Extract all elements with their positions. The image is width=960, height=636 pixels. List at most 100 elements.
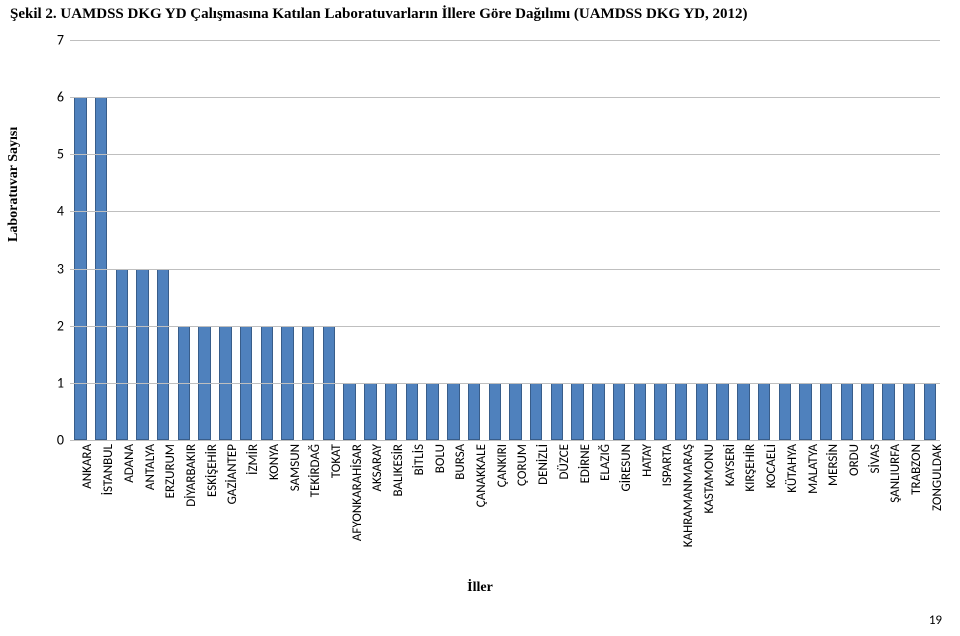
x-label-slot: AKSARAY xyxy=(360,440,381,580)
x-label-slot: KONYA xyxy=(256,440,277,580)
bar-slot xyxy=(774,40,795,440)
bar xyxy=(882,383,894,440)
bar xyxy=(385,383,397,440)
bar-slot xyxy=(733,40,754,440)
bar xyxy=(592,383,604,440)
x-label-slot: ISPARTA xyxy=(650,440,671,580)
plot-area: 01234567 xyxy=(70,40,940,440)
bar xyxy=(468,383,480,440)
bar-slot xyxy=(505,40,526,440)
x-label-slot: SİVAS xyxy=(857,440,878,580)
bar-slot xyxy=(609,40,630,440)
bar-slot xyxy=(91,40,112,440)
bar-slot xyxy=(132,40,153,440)
page-number: 19 xyxy=(929,613,942,628)
bar xyxy=(509,383,521,440)
bar-slot xyxy=(671,40,692,440)
bar-slot xyxy=(547,40,568,440)
bar-slot xyxy=(899,40,920,440)
bar xyxy=(343,383,355,440)
bar xyxy=(489,383,501,440)
x-label-slot: KOCAELİ xyxy=(754,440,775,580)
x-label-slot: DENİZLİ xyxy=(526,440,547,580)
bar xyxy=(861,383,873,440)
bar xyxy=(406,383,418,440)
gridline xyxy=(70,211,940,212)
bar xyxy=(571,383,583,440)
bars-container xyxy=(70,40,940,440)
x-label-slot: ESKİŞEHİR xyxy=(194,440,215,580)
x-label-slot: KASTAMONU xyxy=(692,440,713,580)
x-label-slot: ERZURUM xyxy=(153,440,174,580)
x-label-slot: TOKAT xyxy=(319,440,340,580)
x-label-slot: EDİRNE xyxy=(567,440,588,580)
bar-slot xyxy=(712,40,733,440)
bar-slot xyxy=(277,40,298,440)
bar xyxy=(924,383,936,440)
bar-slot xyxy=(588,40,609,440)
bar-slot xyxy=(402,40,423,440)
bar xyxy=(136,269,148,440)
bar-slot xyxy=(298,40,319,440)
y-tick-label: 4 xyxy=(57,203,64,220)
x-labels: ANKARAİSTANBULADANAANTALYAERZURUMDİYARBA… xyxy=(70,440,940,580)
bar-slot xyxy=(795,40,816,440)
x-label-slot: ELAZIĞ xyxy=(588,440,609,580)
bar-slot xyxy=(837,40,858,440)
bar-slot xyxy=(650,40,671,440)
bar-slot xyxy=(443,40,464,440)
bar xyxy=(696,383,708,440)
x-label-slot: ÇORUM xyxy=(505,440,526,580)
x-label-slot: BİTLİS xyxy=(402,440,423,580)
bar xyxy=(530,383,542,440)
x-label-slot: TRABZON xyxy=(899,440,920,580)
x-category-label: ZONGULDAK xyxy=(930,444,945,511)
bar xyxy=(116,269,128,440)
y-tick-label: 6 xyxy=(57,89,64,106)
bar-slot xyxy=(526,40,547,440)
bar xyxy=(820,383,832,440)
y-tick-label: 7 xyxy=(57,32,64,49)
bar xyxy=(675,383,687,440)
bar xyxy=(157,269,169,440)
gridline xyxy=(70,326,940,327)
chart-area: 01234567 xyxy=(70,40,940,440)
bar-slot xyxy=(816,40,837,440)
x-label-slot: ANTALYA xyxy=(132,440,153,580)
bar-slot xyxy=(464,40,485,440)
gridline xyxy=(70,97,940,98)
gridline xyxy=(70,383,940,384)
bar xyxy=(613,383,625,440)
x-label-slot: TEKİRDAĞ xyxy=(298,440,319,580)
x-label-slot: ANKARA xyxy=(70,440,91,580)
bar-slot xyxy=(484,40,505,440)
x-label-slot: ORDU xyxy=(837,440,858,580)
x-label-slot: BALIKESİR xyxy=(381,440,402,580)
bar-slot xyxy=(919,40,940,440)
bar xyxy=(551,383,563,440)
bar-slot xyxy=(256,40,277,440)
bar-slot xyxy=(70,40,91,440)
x-label-slot: ÇANAKKALE xyxy=(464,440,485,580)
x-label-slot: GAZİANTEP xyxy=(215,440,236,580)
y-tick-label: 2 xyxy=(57,317,64,334)
gridline xyxy=(70,269,940,270)
x-label-slot: MALATYA xyxy=(795,440,816,580)
x-label-slot: SAMSUN xyxy=(277,440,298,580)
x-label-slot: DÜZCE xyxy=(547,440,568,580)
bar xyxy=(634,383,646,440)
bar-slot xyxy=(236,40,257,440)
x-label-slot: AFYONKARAHİSAR xyxy=(339,440,360,580)
y-tick-label: 5 xyxy=(57,146,64,163)
bar-slot xyxy=(567,40,588,440)
x-axis-title: İller xyxy=(0,580,960,596)
x-label-slot: BURSA xyxy=(443,440,464,580)
x-label-slot: ADANA xyxy=(111,440,132,580)
x-label-slot: KIRŞEHİR xyxy=(733,440,754,580)
gridline xyxy=(70,40,940,41)
bar-slot xyxy=(422,40,443,440)
bar-slot xyxy=(629,40,650,440)
x-label-slot: KÜTAHYA xyxy=(774,440,795,580)
bar xyxy=(903,383,915,440)
x-label-slot: BOLU xyxy=(422,440,443,580)
